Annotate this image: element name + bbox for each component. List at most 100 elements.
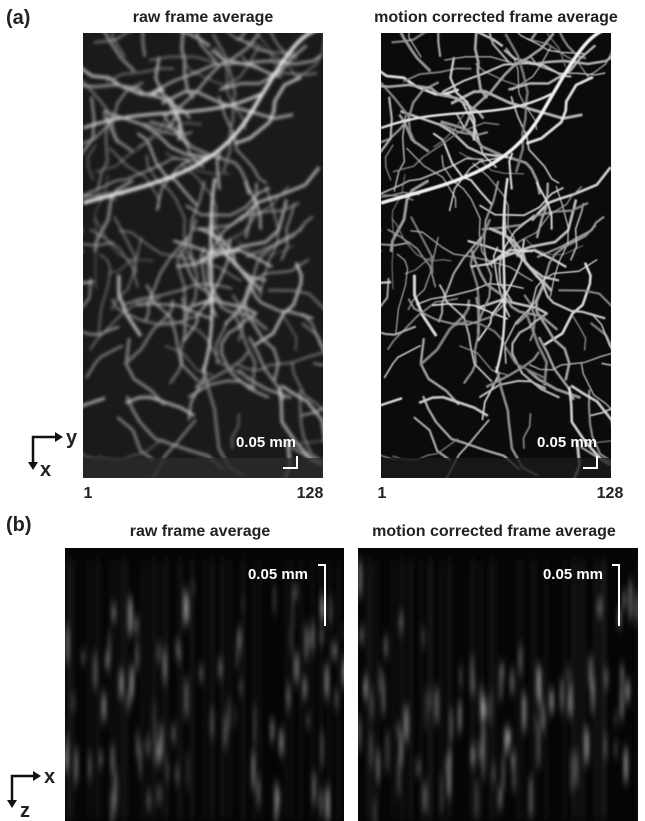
vessel xyxy=(85,344,124,379)
streak xyxy=(175,766,178,783)
vessel xyxy=(183,239,232,342)
streak xyxy=(626,681,630,701)
streak xyxy=(69,560,71,820)
streak xyxy=(521,560,523,820)
vessel xyxy=(384,144,394,181)
streak xyxy=(87,560,90,820)
vessel xyxy=(203,186,290,259)
vessel xyxy=(83,281,94,284)
vessel xyxy=(381,83,485,120)
vessel xyxy=(383,344,421,379)
vessel xyxy=(196,33,218,64)
streak xyxy=(326,788,330,821)
streak xyxy=(304,625,308,661)
streak xyxy=(192,560,194,820)
vessel xyxy=(473,33,489,100)
streak xyxy=(489,560,492,820)
vessel xyxy=(546,33,566,67)
streak xyxy=(420,560,422,820)
vessel xyxy=(441,155,494,268)
vessel xyxy=(587,389,611,463)
vessel xyxy=(89,297,161,351)
vessel xyxy=(215,258,309,364)
streak xyxy=(335,691,338,708)
streak xyxy=(620,688,623,719)
vessel xyxy=(93,217,154,262)
streak xyxy=(534,560,536,820)
streak xyxy=(482,699,486,721)
streak xyxy=(621,665,623,686)
vessel xyxy=(198,226,263,293)
streak xyxy=(239,681,241,693)
streak xyxy=(560,680,563,710)
streak xyxy=(237,629,241,650)
streak xyxy=(445,759,447,773)
vessel xyxy=(268,289,323,310)
vessel xyxy=(113,215,137,274)
axis-tick-label: 128 xyxy=(297,485,324,502)
axis-tick-label: 1 xyxy=(378,485,387,502)
vessel xyxy=(116,416,155,462)
streak xyxy=(517,560,519,820)
streak xyxy=(366,560,368,820)
axis-tick-label: 128 xyxy=(597,485,624,502)
vessel xyxy=(515,252,606,320)
vessel xyxy=(448,157,499,212)
vessel xyxy=(511,46,552,91)
streak xyxy=(416,762,420,773)
streak xyxy=(95,560,97,820)
streak xyxy=(287,685,290,709)
streak xyxy=(374,799,376,821)
vessel xyxy=(83,33,314,205)
vessel xyxy=(217,96,268,184)
streak xyxy=(470,560,472,820)
streak xyxy=(478,742,481,761)
vessel xyxy=(184,33,211,48)
streak xyxy=(535,714,539,731)
streak xyxy=(392,560,394,820)
vessel xyxy=(256,33,276,67)
streak xyxy=(541,708,544,730)
vessel xyxy=(83,278,92,308)
streak xyxy=(88,754,91,779)
vessel xyxy=(389,179,430,253)
vessel xyxy=(118,230,242,282)
streak xyxy=(99,754,103,765)
streak xyxy=(368,560,371,820)
vessel xyxy=(110,297,215,326)
vessel xyxy=(381,81,417,144)
vessel xyxy=(515,224,597,326)
vessel xyxy=(234,75,302,145)
scale-bar xyxy=(612,564,620,626)
streak xyxy=(186,753,189,788)
vessel xyxy=(402,67,472,83)
vessel xyxy=(215,152,222,190)
vessel xyxy=(590,312,611,350)
vessel xyxy=(381,229,382,232)
vessel xyxy=(124,282,233,306)
arrow-head xyxy=(7,771,41,808)
streak xyxy=(111,606,116,620)
streak xyxy=(360,629,363,642)
streak xyxy=(382,673,385,694)
vessel xyxy=(393,115,407,192)
scale-bar-label: 0.05 mm xyxy=(543,566,603,583)
streak xyxy=(411,560,413,820)
streak xyxy=(637,560,638,820)
vessel xyxy=(95,121,202,173)
streak xyxy=(105,654,109,669)
streak xyxy=(483,752,485,778)
vessel xyxy=(185,186,271,217)
image-title: raw frame average xyxy=(133,9,274,26)
streak xyxy=(116,560,118,820)
vessel xyxy=(543,262,592,346)
vessel-image xyxy=(381,33,611,478)
streak xyxy=(364,678,367,698)
streak xyxy=(384,636,388,657)
vessel xyxy=(280,384,323,437)
streak xyxy=(572,560,574,820)
vessel xyxy=(83,80,120,144)
streak xyxy=(459,666,462,688)
streak xyxy=(604,560,606,820)
vessel xyxy=(237,351,323,371)
